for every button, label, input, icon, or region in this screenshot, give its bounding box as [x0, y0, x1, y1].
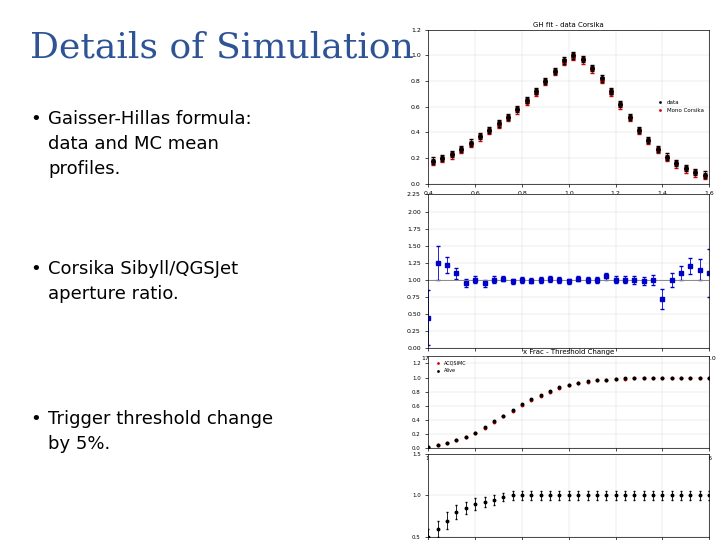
Text: •: •: [30, 410, 41, 428]
Legend: data, Mono Corsika: data, Mono Corsika: [652, 98, 706, 115]
Text: Gaisser-Hillas formula:
data and MC mean
profiles.: Gaisser-Hillas formula: data and MC mean…: [48, 110, 251, 178]
X-axis label: log10 E (eV): log10 E (eV): [552, 364, 585, 369]
Text: •: •: [30, 110, 41, 128]
Legend: ACQSIMC, Alive: ACQSIMC, Alive: [431, 359, 469, 375]
Text: Trigger threshold change
by 5%.: Trigger threshold change by 5%.: [48, 410, 273, 453]
X-axis label: log10(Energy): log10(Energy): [549, 464, 588, 469]
Title: x Frac - Threshold Change: x Frac - Threshold Change: [523, 349, 614, 355]
Title: GH fit - data Corsika: GH fit - data Corsika: [534, 22, 604, 28]
Text: •: •: [30, 260, 41, 278]
Text: Details of Simulation: Details of Simulation: [30, 30, 414, 64]
Text: Corsika Sibyll/QGSJet
aperture ratio.: Corsika Sibyll/QGSJet aperture ratio.: [48, 260, 238, 303]
